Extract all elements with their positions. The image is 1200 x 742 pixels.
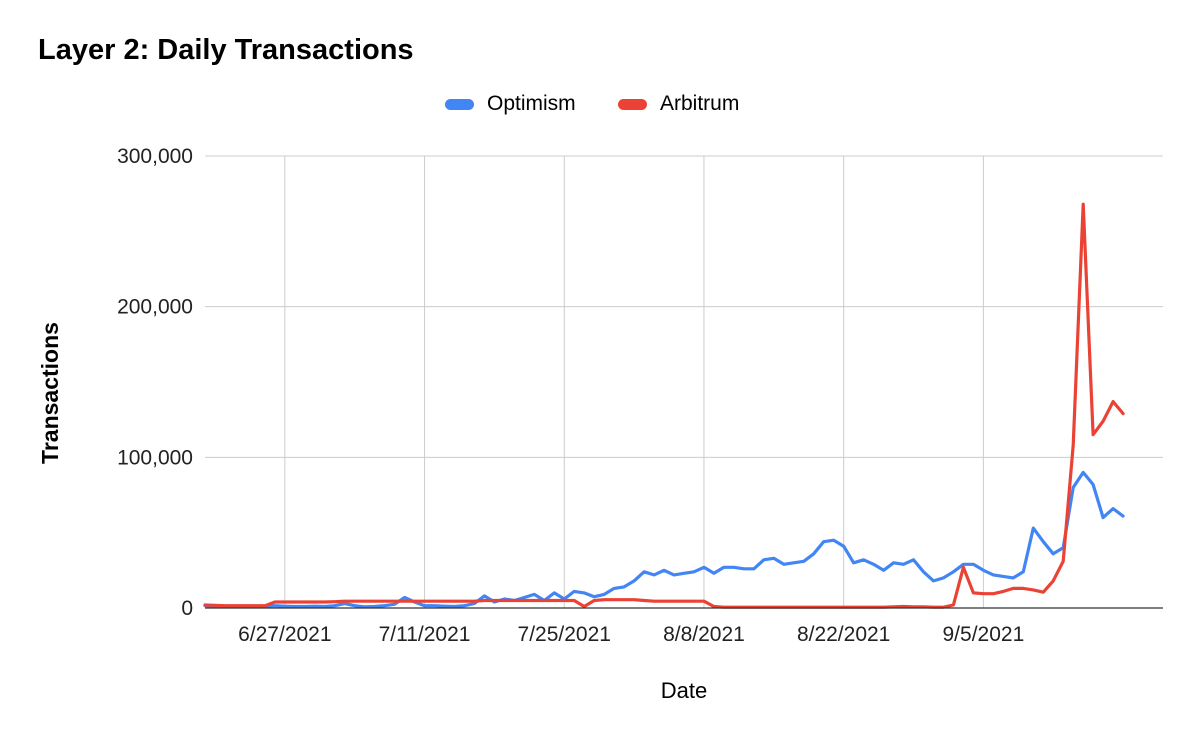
x-axis-title: Date xyxy=(661,678,707,703)
y-axis-tick-labels: 0 100,000 200,000 300,000 xyxy=(117,145,193,620)
y-tick-label: 200,000 xyxy=(117,296,193,319)
series-line-optimism xyxy=(203,470,1125,609)
x-tick-label: 8/22/2021 xyxy=(797,623,890,646)
series-lines xyxy=(203,202,1125,609)
legend-swatch-optimism xyxy=(445,98,474,110)
series-line-arbitrum xyxy=(203,202,1125,609)
x-tick-label: 8/8/2021 xyxy=(663,623,745,646)
chart-title: Layer 2: Daily Transactions xyxy=(38,34,414,66)
gridlines xyxy=(205,155,1163,608)
legend-item-arbitrum: Arbitrum xyxy=(618,92,739,116)
legend-label-arbitrum: Arbitrum xyxy=(660,92,740,115)
y-tick-label: 300,000 xyxy=(117,145,193,168)
x-tick-label: 7/25/2021 xyxy=(518,623,611,646)
y-tick-label: 100,000 xyxy=(117,446,193,469)
legend-item-optimism: Optimism xyxy=(445,92,576,116)
x-tick-label: 7/11/2021 xyxy=(379,623,471,646)
legend-label-optimism: Optimism xyxy=(487,92,576,115)
y-axis-title: Transactions xyxy=(37,322,63,464)
chart-legend: Optimism Arbitrum xyxy=(0,92,1200,118)
x-tick-label: 6/27/2021 xyxy=(238,623,331,646)
x-tick-label: 9/5/2021 xyxy=(943,623,1025,646)
y-tick-label: 0 xyxy=(181,597,193,620)
x-axis-tick-labels: 6/27/2021 7/11/2021 7/25/2021 8/8/2021 8/22/… xyxy=(238,623,1024,646)
legend-swatch-arbitrum xyxy=(618,98,647,110)
